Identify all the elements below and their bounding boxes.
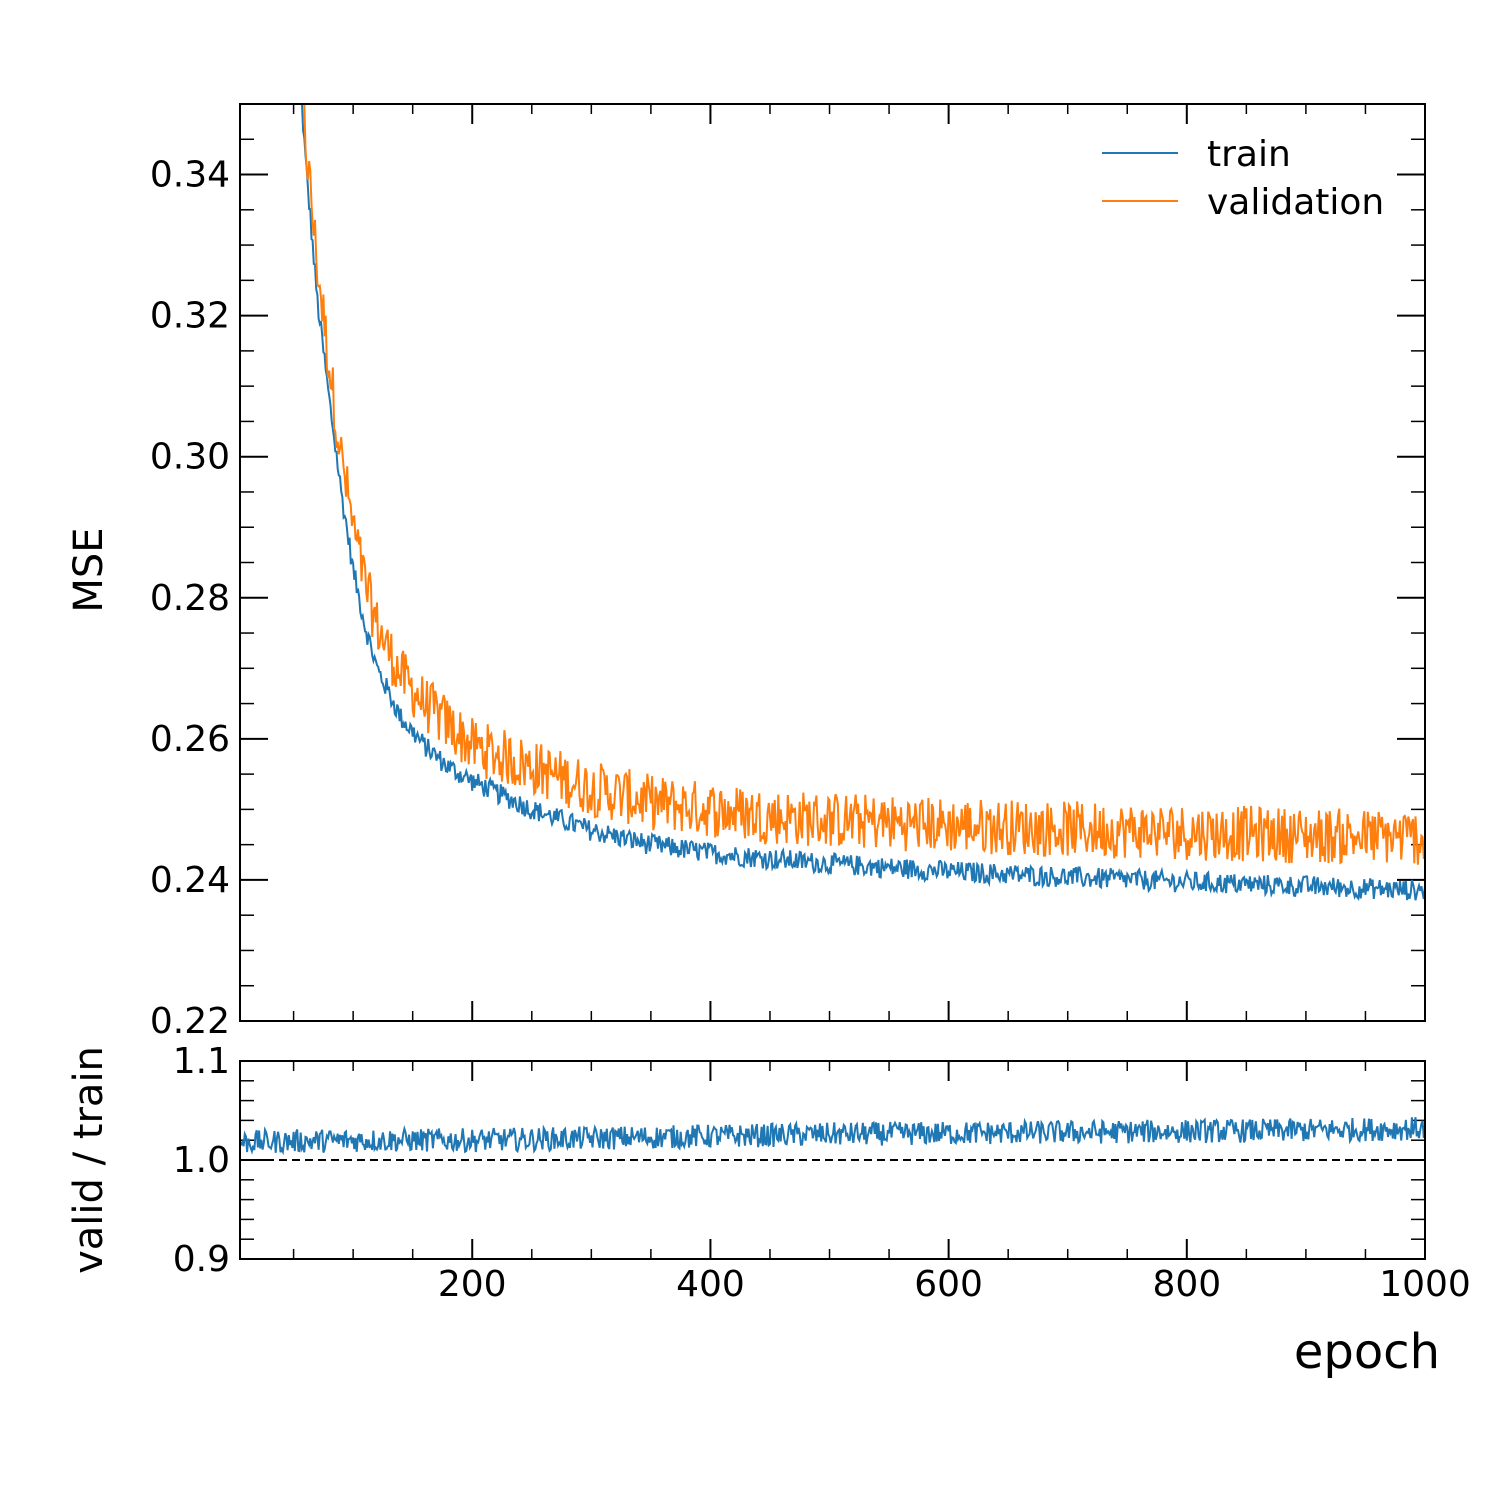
ratio-xtick-label: 400 (676, 1264, 745, 1305)
main-axes-frame (239, 103, 1426, 1022)
ratio-ytick-labels: 0.9 1.0 1.1 (173, 1041, 230, 1280)
main-ytick-label: 0.22 (150, 1001, 230, 1042)
series-line-validation (303, 104, 1425, 865)
main-panel: 0.22 0.24 0.26 0.28 0.30 0.32 0.34 train valid… (66, 103, 1426, 1042)
main-ylabel: MSE (66, 527, 112, 612)
main-ytick-labels: 0.22 0.24 0.26 0.28 0.30 0.32 0.34 (150, 155, 230, 1042)
main-ytick-label: 0.28 (150, 578, 230, 619)
main-ytick-label: 0.24 (150, 860, 230, 901)
ratio-xtick-labels: 200 400 600 800 1000 (438, 1264, 1471, 1305)
ratio-ytick-label: 1.1 (173, 1041, 230, 1082)
ratio-xtick-label: 1000 (1379, 1264, 1471, 1305)
main-lines (300, 104, 1425, 901)
ratio-ytick-label: 1.0 (173, 1140, 230, 1181)
ratio-xtick-label: 200 (438, 1264, 507, 1305)
main-minor-ticks (240, 103, 1425, 1021)
ratio-ylabel: valid / train (66, 1046, 112, 1274)
main-ytick-label: 0.30 (150, 437, 230, 478)
ratio-panel: 0.9 1.0 1.1 200 400 600 800 1000 valid / train… (66, 1041, 1471, 1380)
ratio-ytick-label: 0.9 (173, 1239, 230, 1280)
legend: train validation (1102, 134, 1384, 223)
series-line-train (300, 104, 1425, 901)
xaxis-label: epoch (1294, 1324, 1440, 1380)
main-ytick-label: 0.34 (150, 155, 230, 196)
series-line-ratio (240, 1117, 1425, 1156)
main-ytick-label: 0.26 (150, 719, 230, 760)
main-ytick-label: 0.32 (150, 296, 230, 337)
ratio-xtick-label: 800 (1152, 1264, 1221, 1305)
ratio-xtick-label: 600 (914, 1264, 983, 1305)
legend-label-validation: validation (1207, 182, 1384, 223)
ratio-axes-frame (239, 1060, 1426, 1260)
legend-label-train: train (1207, 134, 1291, 175)
